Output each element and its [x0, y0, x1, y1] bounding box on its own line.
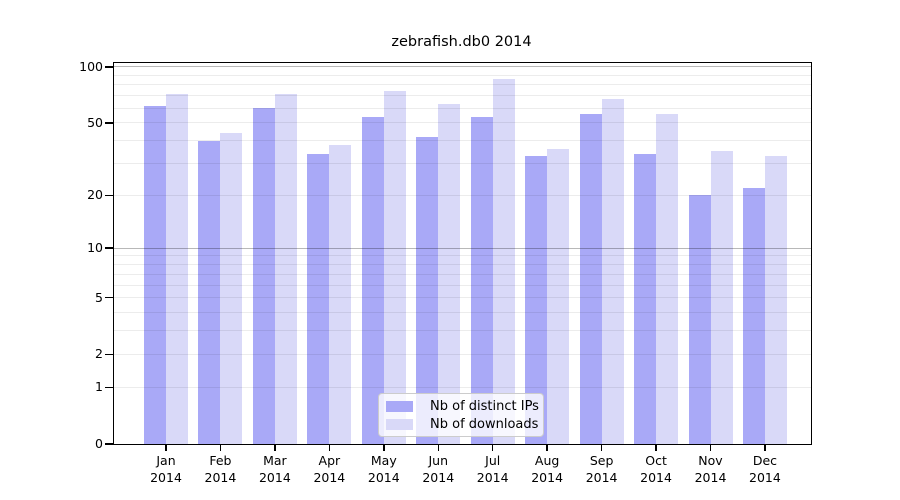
x-tick-label: Feb 2014	[190, 453, 250, 486]
y-tick-label: 20	[87, 187, 103, 203]
x-tick	[491, 444, 494, 451]
bar-downloads-nov	[710, 151, 733, 444]
x-tick	[437, 444, 439, 451]
bar-ips-apr	[307, 153, 330, 444]
bar-ips-oct	[634, 153, 657, 444]
y-tick	[105, 66, 113, 68]
x-tick	[274, 444, 276, 451]
x-tick-label: Oct 2014	[626, 453, 686, 486]
x-tick-label-year: 2014	[313, 469, 346, 485]
x-tick-label-year: 2014	[422, 469, 455, 485]
x-tick-label: Sep 2014	[572, 453, 632, 486]
y-tick	[105, 386, 113, 389]
y-tick	[105, 194, 113, 197]
bar-downloads-dec	[764, 155, 787, 444]
legend-swatch-ips	[386, 400, 413, 412]
y-tick	[105, 247, 113, 249]
x-tick-label: Nov 2014	[681, 453, 741, 486]
bar-downloads-may	[383, 91, 406, 444]
x-tick	[328, 444, 331, 451]
y-tick-label: 10	[87, 240, 103, 256]
bar-ips-jun	[416, 136, 439, 444]
legend-box: Nb of distinct IPs Nb of downloads	[378, 393, 544, 437]
x-tick-label: Jul 2014	[463, 453, 523, 486]
legend-label-ips: Nb of distinct IPs	[430, 398, 539, 414]
legend-item-distinct-ips: Nb of distinct IPs	[379, 399, 543, 414]
x-tick-label-year: 2014	[204, 469, 237, 485]
x-tick	[764, 444, 766, 451]
bar-ips-mar	[252, 108, 275, 444]
bar-downloads-mar	[274, 93, 297, 444]
x-tick-label: Dec 2014	[735, 453, 795, 486]
y-tick	[105, 122, 113, 124]
y-tick-label: 50	[87, 114, 103, 130]
x-tick-label-month: Aug	[534, 453, 560, 468]
bar-downloads-feb	[220, 133, 243, 444]
x-tick-label-month: Sep	[589, 453, 614, 468]
x-tick-label-month: Apr	[318, 453, 341, 468]
x-tick-label-month: Jan	[156, 453, 176, 468]
x-tick-label: Jan 2014	[136, 453, 196, 486]
x-tick-label: Jun 2014	[408, 453, 468, 486]
bar-ips-sep	[579, 113, 602, 444]
bar-downloads-jul	[492, 79, 515, 444]
bar-downloads-jun	[438, 104, 461, 444]
y-tick-label: 100	[79, 58, 103, 74]
x-tick	[709, 444, 712, 451]
x-tick	[383, 444, 385, 451]
bar-ips-aug	[525, 155, 548, 444]
y-tick	[105, 353, 113, 355]
bar-ips-jan	[144, 105, 166, 444]
x-tick	[165, 444, 167, 451]
x-tick-label-month: Oct	[645, 453, 667, 468]
x-tick	[655, 444, 657, 451]
plot-area: 0 1 2 5 10 20 50 100 Jan 2014 Feb 2014 Mar 2014 Apr 20…	[79, 59, 812, 485]
x-tick-label-year: 2014	[585, 469, 618, 485]
bar-downloads-aug	[547, 149, 570, 444]
bars-layer	[114, 63, 811, 444]
bar-ips-jul	[470, 116, 493, 444]
x-tick-label-year: 2014	[531, 469, 564, 485]
y-tick-label: 0	[95, 436, 103, 451]
x-tick-label-year: 2014	[258, 469, 291, 485]
x-tick-label: Mar 2014	[245, 453, 305, 486]
y-tick	[105, 296, 113, 299]
x-tick-label-month: Jun	[428, 453, 449, 468]
x-tick-label-month: Dec	[752, 453, 778, 468]
x-tick-label-year: 2014	[476, 469, 509, 485]
bar-ips-dec	[742, 187, 765, 444]
x-tick-label: May 2014	[354, 453, 414, 486]
x-tick-label-month: Feb	[209, 453, 232, 468]
bar-downloads-apr	[329, 144, 352, 444]
x-tick-label-month: Jul	[485, 453, 501, 468]
bar-downloads-jan	[166, 93, 188, 444]
bar-downloads-sep	[601, 99, 624, 444]
legend-item-downloads: Nb of downloads	[379, 417, 543, 432]
x-tick-label-month: Mar	[263, 453, 287, 468]
x-tick-label: Aug 2014	[517, 453, 577, 486]
bar-downloads-oct	[656, 113, 679, 444]
y-tick	[105, 443, 113, 445]
x-tick-label-month: Nov	[698, 453, 723, 468]
x-tick-label-year: 2014	[150, 469, 182, 485]
x-tick-label-year: 2014	[367, 469, 400, 485]
bar-ips-feb	[198, 140, 221, 444]
x-tick	[546, 444, 548, 451]
x-tick-label-year: 2014	[749, 469, 781, 485]
y-tick-label: 5	[95, 289, 103, 305]
chart-title: zebrafish.db0 2014	[391, 34, 532, 50]
x-tick	[600, 444, 603, 451]
x-tick-label-year: 2014	[640, 469, 672, 485]
x-tick-label-year: 2014	[694, 469, 727, 485]
y-tick-label: 1	[95, 379, 103, 395]
x-tick-label: Apr 2014	[299, 453, 359, 486]
bar-ips-nov	[688, 195, 711, 444]
bar-ips-may	[361, 116, 384, 444]
legend-label-downloads: Nb of downloads	[430, 416, 539, 432]
x-tick	[219, 444, 222, 451]
x-tick-label-month: May	[370, 453, 397, 468]
legend-swatch-downloads	[386, 418, 413, 430]
y-tick-label: 2	[95, 346, 103, 362]
